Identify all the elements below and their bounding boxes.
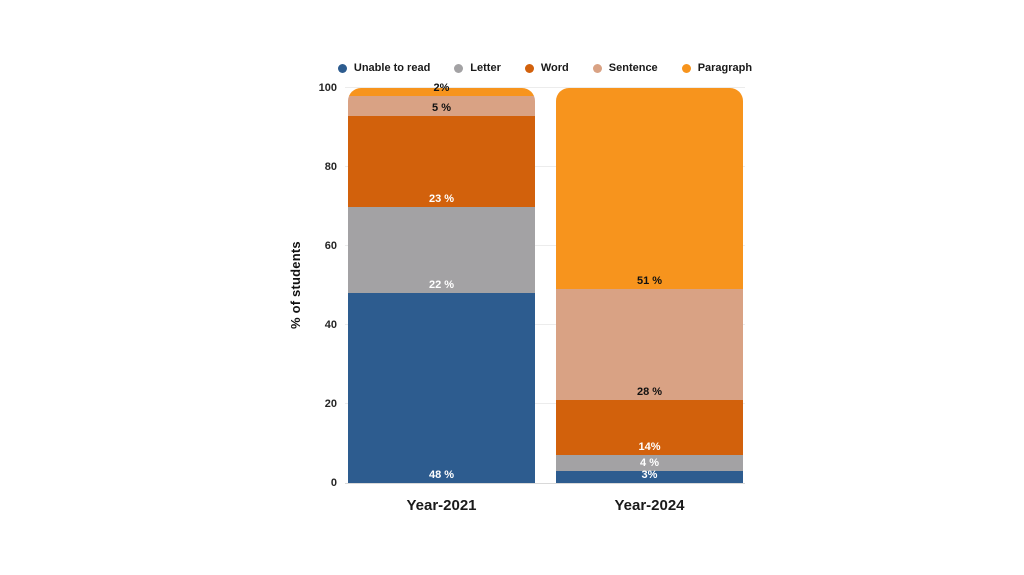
bar-segment-sentence[interactable] [348, 95, 535, 116]
legend-dot-icon [681, 63, 691, 73]
legend-item-unable-to-read[interactable]: Unable to read [337, 62, 431, 74]
y-axis-tick-labels: 0 20 40 60 80 100 [265, 82, 337, 489]
legend-dot-icon [454, 63, 464, 73]
bar-segment-sentence[interactable] [556, 289, 743, 401]
gridline [345, 87, 745, 88]
bar-segment-letter[interactable] [556, 455, 743, 472]
bar-segments [556, 88, 743, 483]
legend-label: Word [540, 62, 569, 74]
y-tick: 40 [324, 319, 337, 331]
gridline [345, 245, 745, 246]
gridline [345, 166, 745, 167]
bar-segment-letter[interactable] [348, 206, 535, 294]
legend-label: Letter [470, 62, 501, 74]
legend-dot-icon [592, 63, 602, 73]
legend-dot-icon [337, 63, 347, 73]
legend-item-word[interactable]: Word [524, 62, 569, 74]
legend: Unable to read Letter Word Sentence Para… [337, 59, 752, 77]
bar-segment-paragraph[interactable] [556, 88, 743, 290]
legend-dot-icon [524, 63, 534, 73]
legend-item-paragraph[interactable]: Paragraph [681, 62, 753, 74]
y-tick: 100 [318, 82, 337, 94]
x-category-label-2021: Year-2021 [406, 497, 477, 514]
legend-item-letter[interactable]: Letter [454, 62, 501, 74]
gridline [345, 403, 745, 404]
bar-year-2024[interactable]: 3% 4 % 14% 28 % 51 % [556, 88, 743, 483]
y-tick: 60 [324, 240, 337, 252]
bar-segment-unable-to-read[interactable] [556, 471, 743, 483]
legend-label: Unable to read [353, 62, 431, 74]
x-axis-line [345, 483, 745, 484]
bar-year-2021[interactable]: 48 % 22 % 23 % 5 % 2% [348, 82, 535, 483]
legend-label: Sentence [608, 62, 658, 74]
y-tick: 80 [324, 161, 337, 173]
bar-segment-word[interactable] [348, 115, 535, 207]
bar-segment-unable-to-read[interactable] [348, 293, 535, 483]
plot-area: 48 % 22 % 23 % 5 % 2% 3% 4 % 14% 28 % 51 % [345, 82, 745, 484]
y-tick: 20 [324, 398, 337, 410]
legend-item-sentence[interactable]: Sentence [592, 62, 658, 74]
x-category-label-2024: Year-2024 [614, 497, 685, 514]
bar-segment-paragraph[interactable] [348, 88, 535, 96]
bar-segment-word[interactable] [556, 400, 743, 456]
legend-label: Paragraph [697, 62, 753, 74]
gridline [345, 324, 745, 325]
bar-segments [348, 88, 535, 483]
y-tick: 0 [330, 477, 337, 489]
